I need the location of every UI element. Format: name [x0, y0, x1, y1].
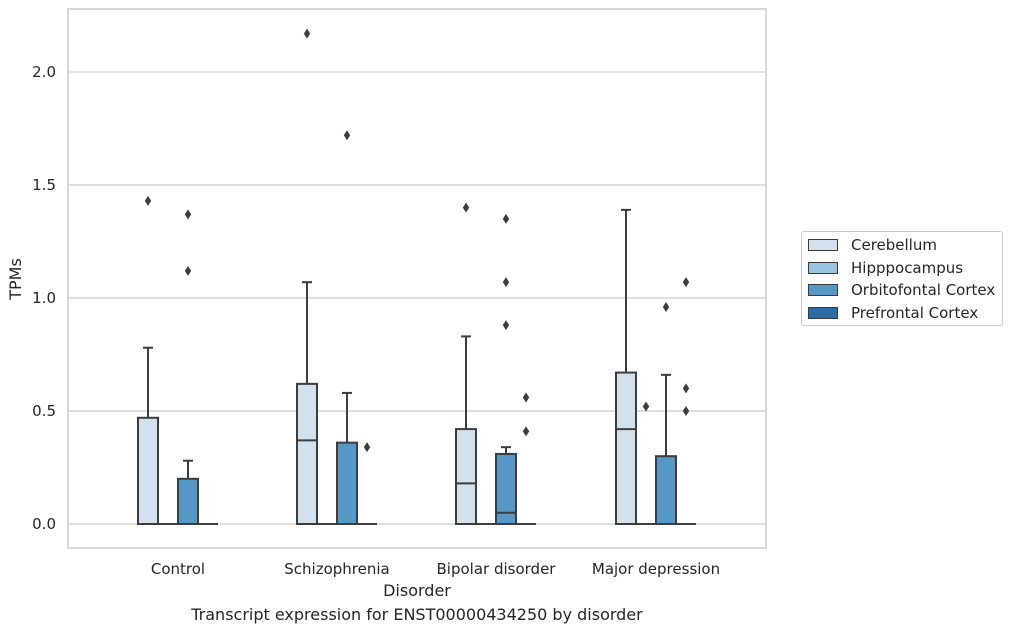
box-0-3	[615, 208, 637, 525]
box-1-3	[636, 401, 656, 525]
y-tick-label: 1.0	[32, 289, 56, 307]
outlier-point	[662, 302, 670, 313]
outlier-point	[502, 320, 510, 331]
x-axis-title: Disorder	[383, 581, 451, 600]
legend-item-cerebellum: Cerebellum	[808, 235, 937, 255]
box-marks	[137, 28, 696, 526]
legend-swatch-prefrontal	[808, 307, 838, 319]
box-2-3	[655, 302, 677, 526]
legend: Cerebellum Hipppocampus Orbitofontal Cor…	[801, 231, 1003, 326]
box-body	[495, 452, 517, 525]
box-3-3	[676, 277, 696, 525]
outlier-point	[642, 401, 650, 412]
outlier-point	[682, 406, 690, 416]
box-2-1	[336, 130, 358, 526]
legend-swatch-cerebellum	[808, 239, 838, 251]
box-0-0	[137, 195, 159, 525]
legend-swatch-hippocampus	[808, 262, 838, 274]
y-tick-label: 2.0	[32, 63, 56, 81]
x-tick-label: Bipolar disorder	[437, 560, 557, 578]
plot-frame	[67, 8, 767, 549]
outlier-point	[522, 392, 530, 403]
box-0-2	[455, 202, 477, 525]
box-0-1	[296, 28, 318, 525]
outlier-point	[682, 383, 690, 394]
chart-caption: Transcript expression for ENST0000043425…	[191, 605, 643, 624]
outlier-point	[144, 195, 152, 206]
outlier-point	[363, 442, 371, 453]
outlier-point	[522, 426, 530, 437]
x-tick-label: Control	[151, 560, 205, 578]
outlier-point	[184, 265, 192, 276]
y-axis-title: TPMs	[6, 258, 25, 301]
box-3-1	[357, 442, 377, 525]
legend-label-orbitofrontal: Orbitofontal Cortex	[851, 281, 996, 299]
box-2-2	[495, 213, 517, 525]
y-tick-labels: 0.0 0.5 1.0 1.5 2.0	[32, 63, 56, 533]
box-body	[137, 416, 159, 525]
legend-item-prefrontal: Prefrontal Cortex	[808, 303, 978, 323]
legend-item-orbitofrontal: Orbitofontal Cortex	[808, 280, 995, 300]
outlier-point	[682, 277, 690, 288]
box-body	[177, 477, 199, 525]
outlier-point	[184, 209, 192, 220]
outlier-point	[343, 130, 351, 141]
y-tick-label: 0.0	[32, 515, 56, 533]
x-tick-labels: Control Schizophrenia Bipolar disorder Majo…	[151, 560, 720, 578]
outlier-point	[303, 28, 311, 39]
y-tick-label: 1.5	[32, 176, 56, 194]
box-body	[455, 428, 477, 525]
legend-label-prefrontal: Prefrontal Cortex	[851, 304, 979, 322]
outlier-point	[462, 202, 470, 213]
legend-item-hippocampus: Hipppocampus	[808, 258, 963, 278]
box-body	[655, 455, 677, 526]
y-tick-label: 0.5	[32, 402, 56, 420]
box-body	[296, 382, 318, 525]
outlier-point	[502, 277, 510, 288]
box-3-2	[516, 392, 536, 525]
outlier-point	[502, 213, 510, 224]
box-body	[615, 371, 637, 525]
legend-swatch-orbitofrontal	[808, 284, 838, 296]
box-body	[336, 441, 358, 526]
x-tick-label: Schizophrenia	[284, 560, 389, 578]
legend-label-hippocampus: Hipppocampus	[851, 259, 964, 277]
box-2-0	[177, 209, 199, 525]
x-tick-label: Major depression	[592, 560, 720, 578]
legend-label-cerebellum: Cerebellum	[851, 236, 937, 254]
